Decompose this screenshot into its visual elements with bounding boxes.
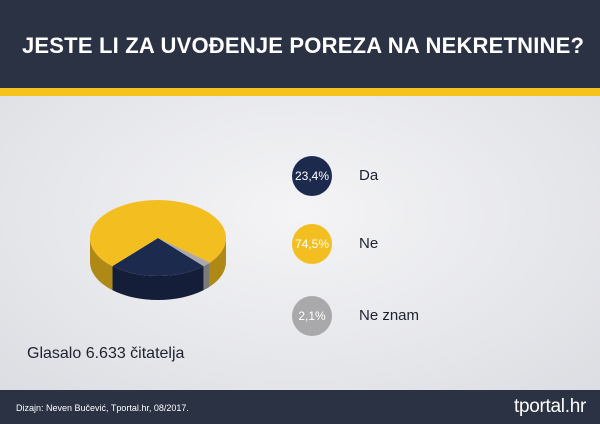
pie-side-ne-znam (203, 262, 210, 291)
pie-slice-ne-znam (158, 238, 210, 267)
design-credit: Dizajn: Neven Bučević, Tportal.hr, 08/20… (16, 403, 189, 413)
header-accent-stripe (0, 88, 600, 96)
pie-side-da (112, 266, 204, 300)
legend-label-da: Da (359, 167, 379, 184)
legend-label-ne: Ne (359, 235, 379, 252)
header-bar: JESTE LI ZA UVOĐENJE POREZA NA NEKRETNIN… (0, 0, 600, 88)
pie-chart (89, 200, 226, 300)
legend-circle-ne: 74,5% (292, 224, 332, 264)
brand-logo: tportal.hr (514, 396, 586, 417)
vote-count: Glasalo 6.633 čitatelja (27, 345, 185, 362)
legend-circle-da: 23,4% (292, 156, 332, 196)
pie-side-ne (90, 238, 113, 291)
pie-side-ne (209, 238, 226, 287)
legend-circle-ne-znam: 2,1% (292, 296, 332, 336)
poll-title: JESTE LI ZA UVOĐENJE POREZA NA NEKRETNIN… (22, 33, 585, 58)
pie-slice-da (112, 238, 204, 276)
legend-label-ne-znam: Ne znam (359, 307, 420, 324)
pie-slice-ne (89, 200, 226, 267)
footer-bar: Dizajn: Neven Bučević, Tportal.hr, 08/20… (0, 390, 600, 424)
